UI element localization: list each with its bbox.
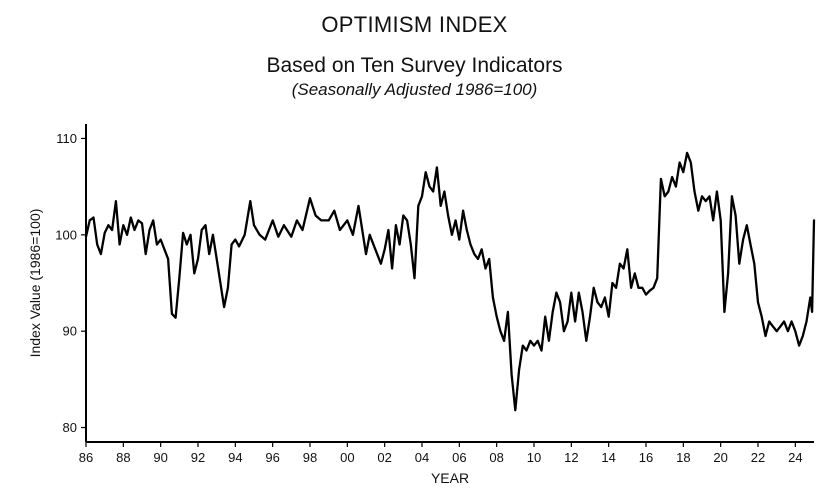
x-tick-label: 18 (676, 450, 690, 465)
x-tick-label: 12 (564, 450, 578, 465)
chart-note: (Seasonally Adjusted 1986=100) (291, 80, 538, 99)
x-tick-label: 90 (153, 450, 167, 465)
x-tick-label: 02 (377, 450, 391, 465)
x-tick-label: 96 (265, 450, 279, 465)
x-tick-label: 14 (601, 450, 615, 465)
x-axis-title: YEAR (431, 470, 469, 486)
x-tick-label: 10 (527, 450, 541, 465)
x-tick-label: 00 (340, 450, 354, 465)
y-tick-label: 80 (63, 420, 77, 435)
x-tick-label: 94 (228, 450, 242, 465)
y-axis-title: Index Value (1986=100) (27, 209, 43, 358)
x-tick-label: 98 (303, 450, 317, 465)
x-tick-label: 04 (415, 450, 429, 465)
y-axis: 80 90 100 110 (55, 124, 87, 442)
x-tick-label: 22 (751, 450, 765, 465)
y-tick-label: 110 (56, 131, 77, 146)
x-tick-label: 24 (788, 450, 802, 465)
x-tick-label: 16 (639, 450, 653, 465)
x-tick-label: 08 (489, 450, 503, 465)
x-tick-label: 06 (452, 450, 466, 465)
y-tick-label: 100 (55, 227, 77, 242)
x-tick-label: 20 (713, 450, 727, 465)
x-tick-label: 88 (116, 450, 130, 465)
x-axis: 86 88 90 92 94 96 98 00 02 04 06 08 10 12 14 16 18 20 22 24 (79, 441, 814, 465)
y-tick-label: 90 (63, 324, 77, 339)
chart-subtitle: Based on Ten Survey Indicators (266, 54, 563, 77)
x-tick-label: 92 (191, 450, 205, 465)
x-tick-label: 86 (79, 450, 93, 465)
chart-title: OPTIMISM INDEX (321, 12, 508, 37)
series-line-0 (84, 151, 816, 412)
series-layer (84, 151, 816, 412)
